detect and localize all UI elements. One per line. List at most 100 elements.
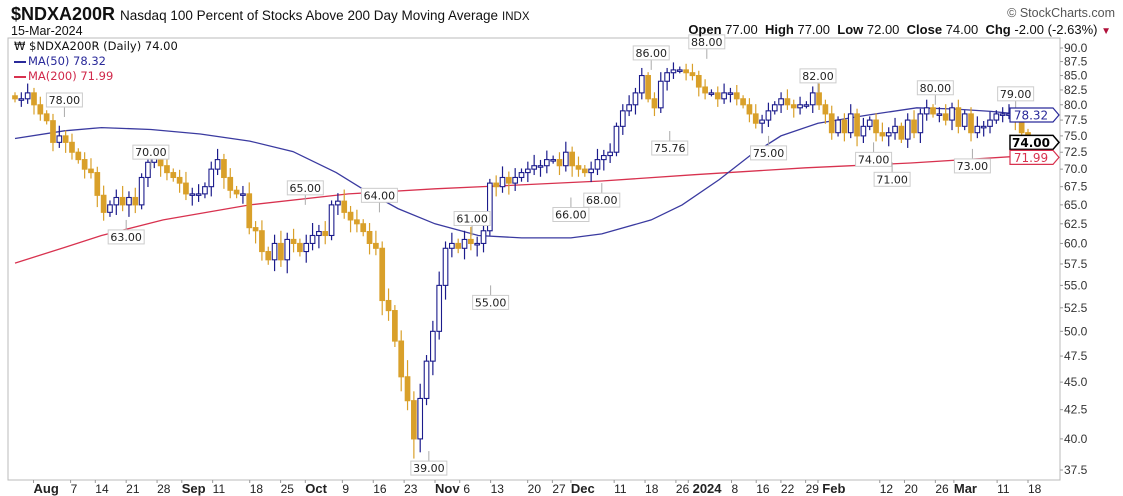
- candle-body: [240, 193, 246, 196]
- y-tick-label: 90.0: [1064, 41, 1088, 55]
- y-tick-label: 50.0: [1064, 324, 1088, 338]
- x-tick-label: 8: [732, 482, 739, 496]
- annotation-label: 80.00: [920, 82, 952, 95]
- candle-body: [284, 238, 291, 261]
- low-label: Low: [837, 22, 864, 37]
- candle-body: [664, 72, 670, 82]
- candle-body: [841, 119, 848, 134]
- candle-body: [195, 193, 202, 196]
- candle-body: [119, 196, 126, 206]
- candle-body: [189, 193, 196, 196]
- y-tick-label: 72.5: [1064, 145, 1088, 159]
- candle-body: [347, 211, 354, 221]
- down-triangle-icon: ▼: [1101, 26, 1111, 37]
- legend-price: ₩ $NDXA200R (Daily) 74.00: [14, 39, 178, 54]
- x-tick-label: 16: [756, 482, 770, 496]
- annotation-label: 55.00: [475, 296, 507, 309]
- annotation-box: [107, 229, 145, 245]
- symbol-title: $NDXA200R: [11, 4, 116, 24]
- candle-body: [581, 168, 588, 174]
- candle-body: [752, 113, 759, 124]
- candle-body: [866, 119, 873, 127]
- candle-body: [278, 242, 284, 261]
- candle-body: [126, 196, 132, 206]
- candle-body: [518, 172, 525, 179]
- candle-body: [316, 230, 322, 237]
- copyright-link[interactable]: © StockCharts.com: [1007, 6, 1115, 20]
- plot-area: [7, 37, 1061, 481]
- candle-body: [360, 223, 367, 233]
- candle-body: [746, 104, 753, 115]
- candle-body: [145, 161, 151, 179]
- candle-body: [594, 159, 601, 170]
- candle-body: [170, 172, 177, 179]
- candle-body: [651, 98, 658, 109]
- annotation-label: 73.00: [957, 160, 989, 173]
- candle-body: [69, 141, 75, 153]
- x-tick-label: 18: [250, 482, 264, 496]
- annotation-label: 64.00: [364, 189, 396, 202]
- candle-body: [531, 165, 538, 170]
- candle-body: [322, 230, 329, 237]
- candle-body: [784, 98, 791, 106]
- y-tick-label: 52.5: [1064, 301, 1088, 315]
- candle-body: [411, 400, 417, 440]
- candle-body: [740, 98, 746, 106]
- candle-body: [955, 107, 962, 127]
- candle-body: [385, 299, 392, 312]
- candle-body: [822, 104, 829, 115]
- candle-body: [309, 234, 316, 244]
- y-tick-label: 65.0: [1064, 198, 1088, 212]
- candle-body: [512, 176, 519, 184]
- annotation-box: [286, 180, 324, 196]
- candle-body: [854, 113, 860, 137]
- candle-body: [923, 107, 930, 115]
- annotation-box: [45, 92, 83, 108]
- x-tick-label: 20: [904, 482, 918, 496]
- candle-body: [398, 340, 405, 378]
- annotation-box: [632, 45, 670, 61]
- x-tick-label: Nov: [435, 481, 460, 496]
- last-value-label: 74.00: [1012, 136, 1050, 150]
- legend-price-text: $NDXA200R (Daily) 74.00: [29, 39, 178, 53]
- candle-body: [980, 125, 987, 129]
- candle-body: [835, 119, 841, 134]
- candle-body: [107, 204, 113, 213]
- x-tick-label: 7: [71, 482, 78, 496]
- y-tick-label: 45.0: [1064, 375, 1088, 389]
- y-tick-label: 85.0: [1064, 69, 1088, 83]
- candle-body: [50, 120, 56, 143]
- x-tick-label: 18: [1028, 482, 1042, 496]
- candle-body: [100, 194, 107, 213]
- annotation-label: 70.00: [135, 146, 167, 159]
- chg-value: -2.00 (-2.63%): [1014, 22, 1098, 37]
- candle-body: [75, 151, 82, 161]
- candle-body: [790, 104, 797, 109]
- annotation-box: [552, 207, 590, 223]
- candle-body: [379, 247, 386, 302]
- candle-body: [575, 165, 582, 170]
- candle-body: [227, 176, 234, 191]
- candle-body: [657, 80, 664, 109]
- y-tick-label: 60.0: [1064, 236, 1088, 250]
- candle-body: [645, 75, 651, 100]
- candle-body: [847, 113, 854, 134]
- x-tick-label: Feb: [822, 481, 845, 496]
- chart-legend: ₩ $NDXA200R (Daily) 74.00 MA(50) 78.32 M…: [14, 39, 178, 84]
- candle-body: [221, 159, 227, 179]
- candle-body: [809, 92, 816, 106]
- candle-body: [879, 132, 886, 137]
- x-tick-label: 14: [95, 482, 109, 496]
- candle-body: [556, 159, 563, 167]
- chg-label: Chg: [985, 22, 1011, 37]
- candle-body: [803, 104, 810, 107]
- annotation-box: [651, 140, 689, 156]
- candle-body: [392, 310, 398, 342]
- candle-body: [37, 104, 44, 115]
- annotation-box: [799, 68, 837, 84]
- x-tick-label: 2024: [693, 481, 723, 496]
- x-tick-label: 27: [552, 482, 566, 496]
- candle-body: [797, 104, 803, 109]
- candle-body: [18, 98, 25, 101]
- candle-body: [461, 238, 468, 249]
